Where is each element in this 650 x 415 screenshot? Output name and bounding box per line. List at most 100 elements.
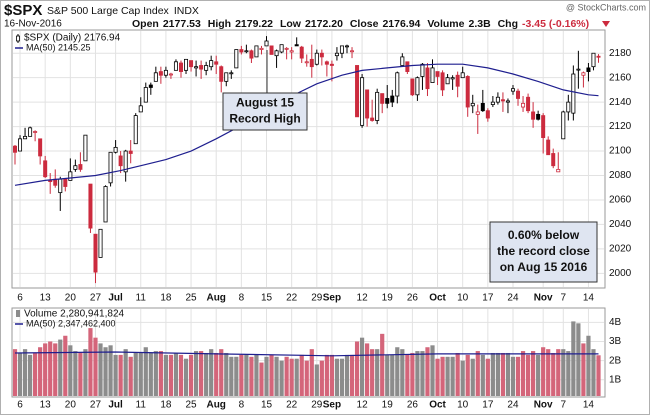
candle-body	[344, 45, 349, 48]
candle-body	[118, 155, 123, 167]
candle-body	[355, 65, 360, 118]
volume-bar	[329, 354, 335, 396]
candle-body	[586, 67, 591, 72]
candle-body	[274, 50, 279, 57]
candle-body	[123, 150, 128, 173]
volume-bar	[214, 352, 219, 396]
candle-body	[194, 66, 199, 69]
y-tick-label: 2180	[609, 48, 632, 59]
volume-bar	[279, 360, 284, 396]
index-name: S&P 500 Large Cap Index INDX	[47, 5, 199, 17]
volume-bar	[551, 352, 556, 396]
candle-body	[314, 52, 319, 65]
candle-body	[219, 66, 224, 82]
volume-bar	[304, 360, 309, 396]
annotation-text: 0.60% below	[508, 228, 580, 242]
stats: Open 2177.53 High 2179.22 Low 2172.20 Close…	[132, 18, 589, 30]
volume-bar	[531, 351, 536, 396]
volume-bar	[199, 351, 204, 396]
x-tick-label: 15	[261, 293, 273, 304]
candle-body	[334, 52, 339, 57]
candle-body	[430, 67, 435, 83]
annotation-box	[222, 92, 308, 131]
volume-bar	[349, 354, 355, 396]
candle-body	[108, 151, 113, 184]
candle-body	[480, 102, 485, 112]
x-tick-label: 11	[136, 400, 147, 411]
volume-bar	[88, 328, 93, 396]
candle-body	[299, 46, 304, 59]
candle-body	[500, 99, 505, 102]
volume-bar	[425, 347, 430, 396]
candle-body	[380, 93, 385, 104]
candle-body	[189, 60, 194, 68]
candle-body	[264, 40, 269, 47]
candle-body	[505, 100, 510, 103]
volume-bar	[204, 352, 209, 396]
volume-bar	[561, 349, 566, 396]
volume-bar	[58, 339, 63, 396]
candle-body	[38, 138, 43, 157]
candle-body	[329, 63, 334, 66]
volume-bar	[209, 349, 214, 396]
candle-body	[324, 61, 329, 65]
y-tick-label: 3B	[609, 336, 622, 347]
candle-body	[455, 74, 460, 87]
volume-bar	[485, 358, 490, 396]
legend-label: MA(50) 2,347,462,400	[26, 318, 116, 328]
candle-body	[561, 111, 566, 140]
x-tick-label: Oct	[429, 293, 446, 304]
volume-bar	[244, 354, 249, 396]
candle-body	[536, 113, 541, 120]
stat-label: Open	[132, 18, 159, 30]
volume-bar	[133, 352, 138, 396]
volume-bar	[48, 341, 53, 396]
volume-bar	[27, 354, 33, 396]
volume-bar	[510, 356, 516, 396]
volume-bar	[73, 351, 78, 396]
candle-body	[73, 165, 78, 170]
candle-body	[385, 98, 390, 104]
volume-bar	[445, 356, 450, 396]
volume-bar	[370, 349, 375, 396]
legend-label: $SPX (Daily) 2176.94	[24, 33, 121, 44]
annotation-text: Record High	[229, 112, 300, 126]
x-tick-label: 26	[407, 293, 419, 304]
stat-label: Low	[280, 18, 302, 30]
candle-body	[541, 115, 546, 139]
y-tick-label: 2120	[609, 121, 632, 132]
x-tick-label: 19	[382, 293, 394, 304]
x-tick-label: 24	[507, 400, 519, 411]
volume-bar	[249, 356, 254, 396]
candle-body	[596, 55, 601, 58]
candle-body	[158, 71, 163, 76]
candle-body	[516, 90, 521, 99]
volume-bar	[53, 343, 58, 396]
candle-body	[400, 56, 405, 66]
volume-bar	[500, 352, 506, 396]
stat-value: 2176.94	[382, 18, 420, 30]
x-tick-label: 14	[583, 400, 595, 411]
y-tick-label: 2160	[609, 72, 632, 83]
y-tick-label: 2040	[609, 219, 632, 230]
y-tick-label: 2100	[609, 146, 632, 157]
candle-body	[78, 164, 83, 170]
candle-body	[425, 67, 430, 90]
volume-bar	[390, 354, 395, 396]
volume-bar	[63, 335, 68, 396]
candle-body	[103, 186, 108, 223]
candle-body	[88, 183, 93, 229]
volume-bar	[12, 349, 18, 396]
volume-bar	[138, 352, 143, 396]
volume-bar	[193, 351, 199, 396]
volume-bar	[541, 347, 546, 396]
candle-body	[581, 72, 586, 76]
candle-body	[304, 61, 309, 64]
y-tick-label: 2020	[609, 244, 632, 255]
volume-bar	[309, 349, 314, 396]
candle-body	[133, 115, 138, 145]
candle-body	[495, 96, 500, 103]
volume-bar	[490, 352, 495, 396]
candle-body	[113, 146, 118, 153]
